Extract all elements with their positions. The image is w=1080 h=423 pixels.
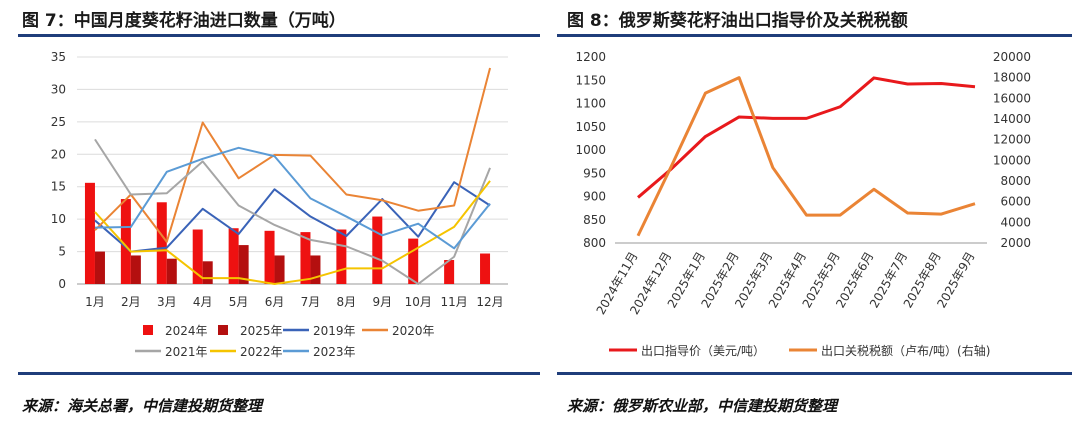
chart-title: 图 8：俄罗斯葵花籽油出口指导价及关税税额 (567, 11, 908, 31)
series-line-price (637, 76, 976, 199)
bar-2024年 (156, 202, 167, 284)
x-tick-label: 3月 (157, 295, 177, 309)
chart-svg-russia-export: 800 850 900 950 1000 1050 1100 1150 1200 2000 4000… (575, 50, 1031, 358)
footer-rule (557, 372, 1072, 375)
chart-svg-china-imports: 0 5 10 15 20 25 30 35 1月 2月 3月 4月 5月 6月 7月 8月 9月 10月 11月 12… (51, 50, 508, 359)
bar-2024年 (264, 230, 275, 284)
x-tick-label: 12月 (476, 295, 503, 309)
bar-2025年 (238, 245, 249, 284)
y2-tick-label: 6000 (1000, 195, 1031, 209)
y-tick-label: 1000 (575, 143, 606, 157)
y-tick-label: 5 (58, 245, 66, 259)
chart-panel-china-imports: 图 7：中国月度葵花籽油进口数量（万吨） 0 5 10 15 20 25 30 35 1月 2月 3… (18, 11, 540, 415)
bar-2024年 (192, 229, 203, 284)
y2-tick-label: 10000 (993, 153, 1031, 167)
y2-tick-label: 2000 (1000, 236, 1031, 250)
series-line-2020年 (94, 67, 492, 243)
bar-2024年 (444, 260, 455, 284)
legend-label-2019年: 2019年 (313, 324, 356, 338)
bar-2025年 (130, 255, 141, 284)
y2-tick-label: 16000 (993, 91, 1031, 105)
chart-panel-russia-export: 图 8：俄罗斯葵花籽油出口指导价及关税税额 800 850 900 950 1000 10… (545, 0, 1080, 423)
legend-label-2023年: 2023年 (313, 345, 356, 359)
footer-rule (18, 372, 540, 375)
bar-2024年 (84, 182, 95, 284)
legend-label-duty: 出口关税税额（卢布/吨）(右轴) (821, 343, 990, 358)
y-tick-label: 1100 (575, 97, 606, 111)
y-tick-label: 1050 (575, 120, 606, 134)
x-tick-label: 1月 (85, 295, 105, 309)
series-line-2021年 (94, 138, 491, 285)
bar-2024年 (336, 229, 347, 284)
bar-2024年 (228, 228, 239, 284)
x-tick-label: 5月 (229, 295, 249, 309)
y2-tick-label: 18000 (993, 71, 1031, 85)
title-rule (557, 34, 1072, 37)
bar-2024年 (300, 232, 311, 284)
y-tick-label: 35 (51, 50, 66, 64)
bar-2025年 (310, 255, 321, 284)
y-tick-label: 850 (583, 213, 606, 227)
y-tick-label: 1200 (575, 50, 606, 64)
bar-2024年 (372, 216, 383, 284)
x-tick-label: 10月 (405, 295, 432, 309)
legend-label-2024年: 2024年 (165, 324, 208, 338)
bar-2025年 (202, 261, 213, 284)
legend-label-2022年: 2022年 (240, 345, 283, 359)
chart-title: 图 7：中国月度葵花籽油进口数量（万吨） (22, 11, 346, 31)
y2-tick-label: 8000 (1000, 174, 1031, 188)
chart-source: 来源：俄罗斯农业部，中信建投期货整理 (567, 397, 838, 415)
y-tick-label: 1150 (575, 73, 606, 87)
legend-label-price: 出口指导价（美元/吨） (641, 343, 765, 358)
x-tick-label: 7月 (301, 295, 321, 309)
y2-tick-label: 4000 (1000, 215, 1031, 229)
y2-tick-label: 14000 (993, 112, 1031, 126)
legend-label-2025年: 2025年 (240, 324, 283, 338)
legend-label-2020年: 2020年 (392, 324, 435, 338)
y-tick-label: 30 (51, 82, 66, 96)
x-tick-label: 6月 (265, 295, 285, 309)
x-tick-label: 8月 (337, 295, 357, 309)
legend-label-2021年: 2021年 (165, 345, 208, 359)
legend-swatch-2024年 (143, 325, 153, 335)
series-line-2022年 (94, 180, 491, 285)
y2-tick-label: 20000 (993, 50, 1031, 64)
y-tick-label: 25 (51, 115, 66, 129)
bar-2024年 (120, 199, 131, 284)
bar-2025年 (274, 255, 285, 284)
bar-2024年 (480, 253, 491, 284)
x-tick-label: 4月 (193, 295, 213, 309)
x-tick-label: 2月 (121, 295, 141, 309)
y-tick-label: 0 (58, 277, 66, 291)
y2-tick-label: 12000 (993, 133, 1031, 147)
y-tick-label: 950 (583, 166, 606, 180)
legend-swatch-2025年 (218, 325, 228, 335)
y-tick-label: 800 (583, 236, 606, 250)
y-tick-label: 20 (51, 147, 66, 161)
series-line-2023年 (94, 146, 491, 250)
bar-2024年 (408, 238, 419, 284)
y-tick-label: 900 (583, 190, 606, 204)
y-tick-label: 10 (51, 212, 66, 226)
y-tick-label: 15 (51, 180, 66, 194)
bar-2025年 (166, 258, 177, 284)
title-rule (18, 34, 540, 37)
bar-2025年 (94, 251, 105, 284)
series-line-duty (636, 76, 976, 237)
x-tick-label: 9月 (372, 295, 392, 309)
x-tick-label: 11月 (440, 295, 467, 309)
chart-source: 来源：海关总署，中信建投期货整理 (22, 397, 263, 415)
